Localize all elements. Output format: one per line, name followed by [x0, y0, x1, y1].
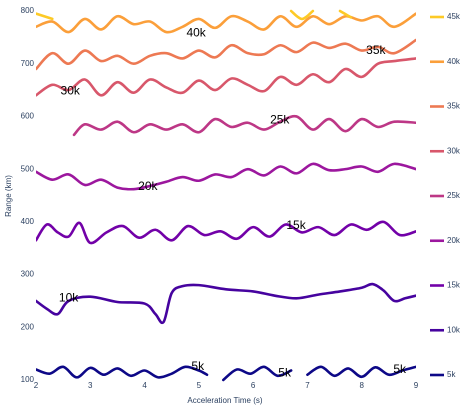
legend-label: 40k: [447, 57, 461, 66]
contour-label: 35k: [366, 43, 386, 57]
x-tick-label: 6: [251, 381, 256, 390]
legend-label: 15k: [447, 281, 461, 290]
contour-label: 15k: [286, 218, 306, 232]
contour-line: [36, 9, 353, 21]
y-tick-label: 200: [21, 322, 35, 331]
contour-line: [36, 38, 416, 71]
contour-label: 5k: [191, 359, 205, 373]
contour-line: [36, 12, 416, 34]
x-axis-title: Acceleration Time (s): [187, 396, 262, 405]
contour-line: [36, 365, 416, 382]
contour-line: [36, 282, 416, 325]
contour-line: [36, 57, 416, 97]
contour-label: 30k: [61, 83, 81, 97]
y-tick-label: 100: [21, 375, 35, 384]
y-tick-label: 700: [21, 59, 35, 68]
y-tick-label: 500: [21, 164, 35, 173]
contour-label: 5k: [278, 365, 292, 379]
x-tick-label: 7: [305, 381, 310, 390]
x-tick-label: 8: [359, 381, 364, 390]
y-axis-title: Range (km): [4, 175, 13, 217]
legend-label: 25k: [447, 191, 461, 200]
y-tick-label: 300: [21, 270, 35, 279]
legend-label: 10k: [447, 325, 461, 334]
y-tick-label: 600: [21, 112, 35, 121]
contour-label: 25k: [270, 112, 290, 126]
contour-label: 10k: [59, 290, 79, 304]
y-tick-label: 800: [21, 6, 35, 15]
legend-label: 35k: [447, 102, 461, 111]
contour-line: [72, 114, 416, 137]
legend-label: 45k: [447, 12, 461, 21]
x-tick-label: 5: [197, 381, 202, 390]
x-tick-label: 4: [142, 381, 147, 390]
y-tick-label: 400: [21, 217, 35, 226]
contour-label: 20k: [138, 179, 158, 193]
contour-label: 40k: [186, 25, 206, 39]
contour-line: [36, 162, 416, 191]
contour-label: 5k: [393, 362, 407, 376]
x-tick-label: 2: [34, 381, 39, 390]
legend-label: 30k: [447, 146, 461, 155]
contour-line: [36, 220, 416, 245]
x-tick-label: 3: [88, 381, 93, 390]
plot-area: [36, 9, 416, 382]
legend-label: 5k: [447, 370, 456, 379]
legend-label: 20k: [447, 236, 461, 245]
x-tick-label: 9: [414, 381, 419, 390]
